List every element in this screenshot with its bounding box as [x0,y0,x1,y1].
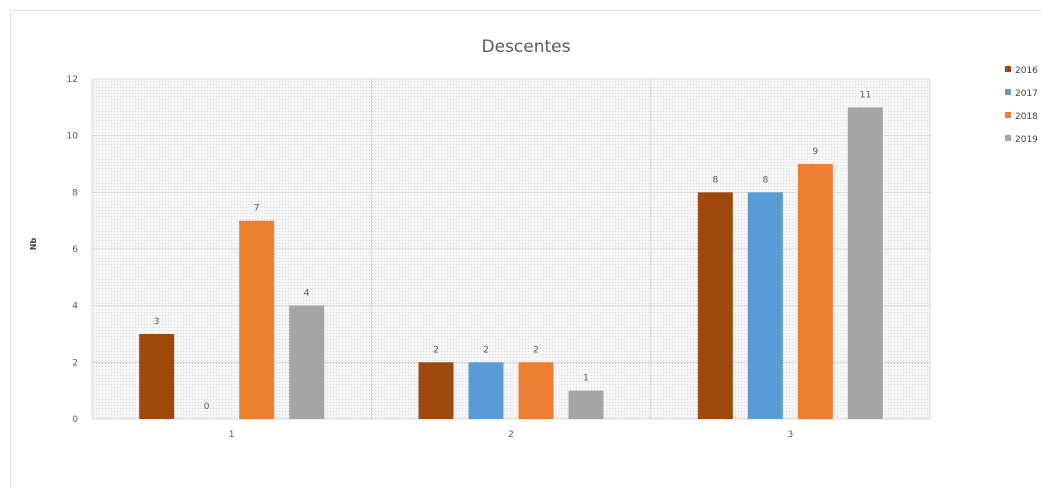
legend-label-2019: 2019 [1015,135,1038,145]
bar-2017-cat-2 [468,362,504,419]
legend-label-2017: 2017 [1015,89,1038,99]
bar-2018-cat-3 [797,164,833,419]
legend-label-2018: 2018 [1015,112,1038,122]
x-category-label: 1 [229,430,235,440]
legend-swatch-2019 [1005,135,1011,141]
legend-swatch-2017 [1005,89,1011,95]
y-tick-label: 4 [72,302,78,312]
data-label-2018-cat-2: 2 [533,345,539,355]
data-label-2017-cat-3: 8 [762,175,768,185]
data-label-2018-cat-3: 9 [812,147,818,157]
chart-title: Descentes [482,37,571,57]
y-tick-label: 0 [72,415,78,425]
legend: 2016 2017 2018 2019 [1005,66,1038,145]
bar-2018-cat-1 [239,220,275,419]
data-label-2016-cat-3: 8 [712,175,718,185]
x-category-label: 2 [508,430,514,440]
y-tick-label: 2 [72,358,78,368]
data-label-2019-cat-2: 1 [583,374,589,384]
data-label-2019-cat-1: 4 [304,289,310,299]
data-label-2018-cat-1: 7 [254,204,260,214]
y-tick-label: 12 [67,75,78,85]
y-tick-label: 6 [72,245,78,255]
bar-2018-cat-2 [518,362,554,419]
bar-2019-cat-2 [568,390,604,419]
data-label-2016-cat-2: 2 [433,345,439,355]
bar-2019-cat-1 [289,305,325,419]
legend-label-2016: 2016 [1015,66,1038,76]
y-axis-label: Nb [29,238,38,251]
data-label-2019-cat-3: 11 [860,90,871,100]
y-tick-label: 10 [67,132,79,142]
bar-2016-cat-3 [697,192,733,419]
data-label-2017-cat-2: 2 [483,345,489,355]
bar-2017-cat-3 [747,192,783,419]
legend-swatch-2018 [1005,112,1011,118]
x-category-label: 3 [787,430,793,440]
bar-2016-cat-1 [139,334,175,419]
data-label-2016-cat-1: 3 [154,317,160,327]
legend-swatch-2016 [1005,66,1011,72]
bar-2016-cat-2 [418,362,454,419]
data-label-2017-cat-1: 0 [204,402,210,412]
bar-2019-cat-3 [847,107,883,419]
y-tick-label: 8 [72,188,78,198]
chart-frame [10,10,1041,488]
